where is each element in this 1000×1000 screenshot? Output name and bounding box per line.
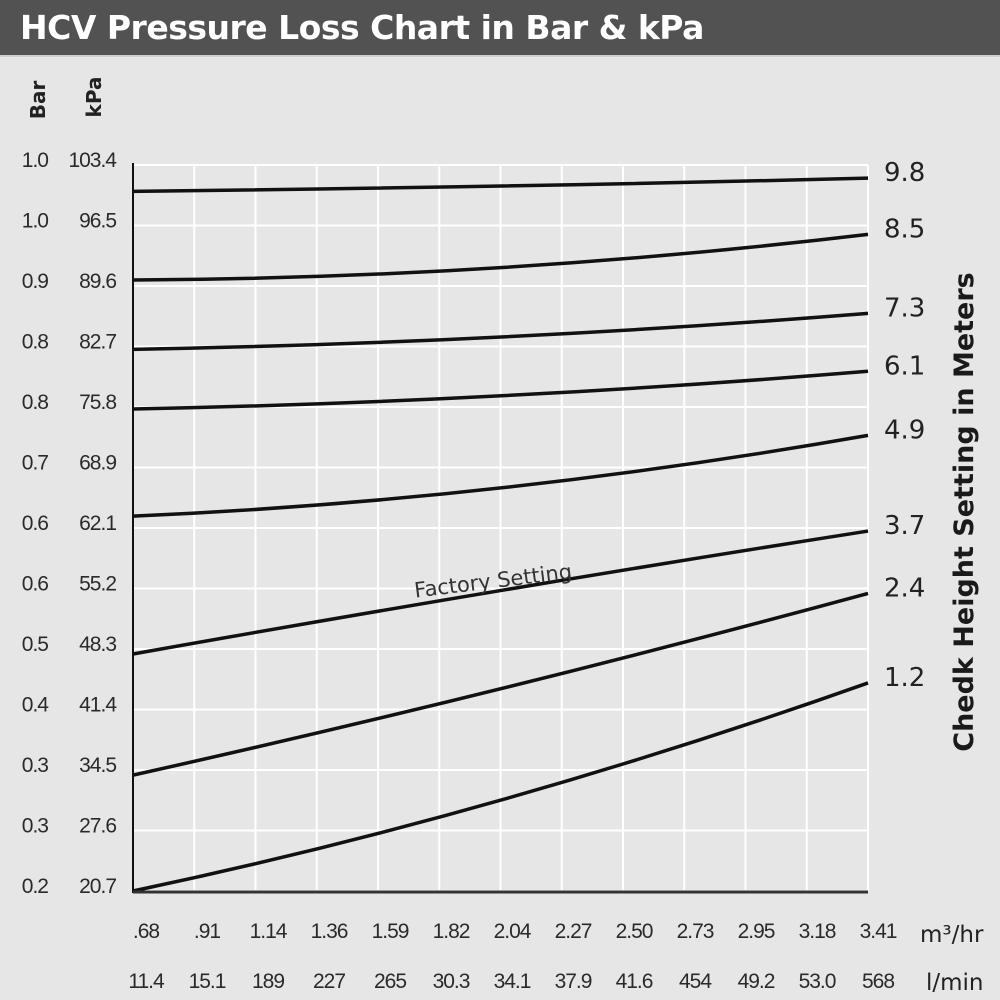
- bar-tick-label: 1.0: [22, 149, 49, 172]
- kpa-tick-label: 34.5: [79, 754, 116, 777]
- bar-axis-title: Bar: [26, 81, 50, 120]
- m3hr-tick-label: 2.04: [494, 920, 532, 943]
- lmin-tick-label: 189: [252, 970, 284, 993]
- bar-tick-label: 1.0: [22, 210, 49, 233]
- m3hr-tick-label: 2.27: [555, 920, 592, 943]
- bar-tick-label: 0.9: [22, 270, 49, 293]
- m3hr-tick-label: 2.95: [738, 920, 775, 943]
- lmin-unit-label: l/min: [926, 970, 984, 996]
- lmin-tick-label: 11.4: [128, 970, 165, 993]
- series-line-7.3: [132, 311, 869, 352]
- series-label: 9.8: [884, 158, 925, 188]
- m3hr-tick-label: .68: [133, 920, 160, 943]
- kpa-axis-title: kPa: [82, 77, 106, 118]
- kpa-tick-label: 55.2: [79, 573, 116, 596]
- kpa-tick-label: 27.6: [79, 815, 116, 838]
- bar-tick-label: 0.8: [22, 331, 49, 354]
- kpa-tick-label: 82.7: [79, 331, 116, 354]
- series-label: 1.2: [884, 663, 925, 693]
- lmin-tick-label: 568: [862, 970, 894, 993]
- series-line-9.8: [132, 176, 869, 194]
- series-label: 8.5: [884, 214, 925, 244]
- bar-tick-label: 0.7: [22, 452, 49, 475]
- series-line-2.4: [132, 591, 869, 777]
- bar-tick-label: 0.6: [22, 512, 49, 535]
- m3hr-tick-label: 3.18: [799, 920, 836, 943]
- kpa-tick-label: 103.4: [68, 149, 117, 172]
- m3hr-tick-label: .91: [194, 920, 221, 943]
- lmin-tick-label: 49.2: [738, 970, 775, 993]
- bar-tick-label: 0.3: [22, 815, 49, 838]
- lmin-tick-label: 37.9: [555, 970, 592, 993]
- bar-tick-label: 0.2: [22, 875, 49, 898]
- bar-tick-label: 0.6: [22, 573, 49, 596]
- bar-tick-label: 0.3: [22, 754, 49, 777]
- series-label: 6.1: [884, 351, 925, 381]
- series-line-3.7: [132, 529, 869, 656]
- series-line-1.2: [132, 681, 869, 893]
- kpa-tick-label: 62.1: [79, 512, 116, 535]
- m3hr-tick-label: 1.59: [372, 920, 409, 943]
- bar-tick-label: 0.5: [22, 633, 49, 656]
- lmin-tick-label: 15.1: [189, 970, 226, 993]
- lmin-tick-label: 34.1: [494, 970, 531, 993]
- lmin-tick-label: 265: [374, 970, 406, 993]
- m3hr-tick-label: 1.36: [311, 920, 348, 943]
- m3hr-tick-label: 1.82: [433, 920, 470, 943]
- series-label: 2.4: [884, 573, 925, 603]
- m3hr-tick-label: 2.73: [677, 920, 714, 943]
- lmin-tick-label: 454: [679, 970, 712, 993]
- series-line-6.1: [132, 369, 869, 411]
- kpa-tick-label: 48.3: [79, 633, 116, 656]
- m3hr-tick-label: 1.14: [250, 920, 288, 943]
- lmin-tick-label: 227: [313, 970, 345, 993]
- lmin-tick-label: 53.0: [799, 970, 836, 993]
- grid: [132, 164, 869, 892]
- series-label: 7.3: [884, 293, 925, 323]
- lmin-tick-label: 41.6: [616, 970, 653, 993]
- right-axis-title: Chedk Height Setting in Meters: [949, 272, 980, 752]
- series-line-8.5: [132, 232, 869, 282]
- bar-tick-label: 0.4: [22, 694, 50, 717]
- m3hr-tick-label: 2.50: [616, 920, 653, 943]
- series-label: 3.7: [884, 511, 925, 541]
- kpa-tick-label: 68.9: [79, 452, 116, 475]
- series-label: 4.9: [884, 415, 925, 445]
- series-lines: [132, 176, 869, 893]
- axes: [132, 163, 868, 894]
- factory-setting-annotation: Factory Setting: [413, 559, 573, 602]
- kpa-tick-label: 89.6: [79, 270, 116, 293]
- m3hr-unit-label: m³/hr: [920, 922, 984, 948]
- bar-tick-label: 0.8: [22, 391, 49, 414]
- chart-title: HCV Pressure Loss Chart in Bar & kPa: [20, 8, 704, 47]
- kpa-tick-label: 96.5: [79, 210, 116, 233]
- kpa-tick-label: 20.7: [79, 875, 116, 898]
- series-line-4.9: [132, 433, 869, 518]
- lmin-tick-label: 30.3: [433, 970, 470, 993]
- kpa-tick-label: 75.8: [79, 391, 116, 414]
- m3hr-tick-label: 3.41: [860, 920, 897, 943]
- kpa-tick-label: 41.4: [79, 694, 117, 717]
- title-bar: HCV Pressure Loss Chart in Bar & kPa: [0, 0, 1000, 57]
